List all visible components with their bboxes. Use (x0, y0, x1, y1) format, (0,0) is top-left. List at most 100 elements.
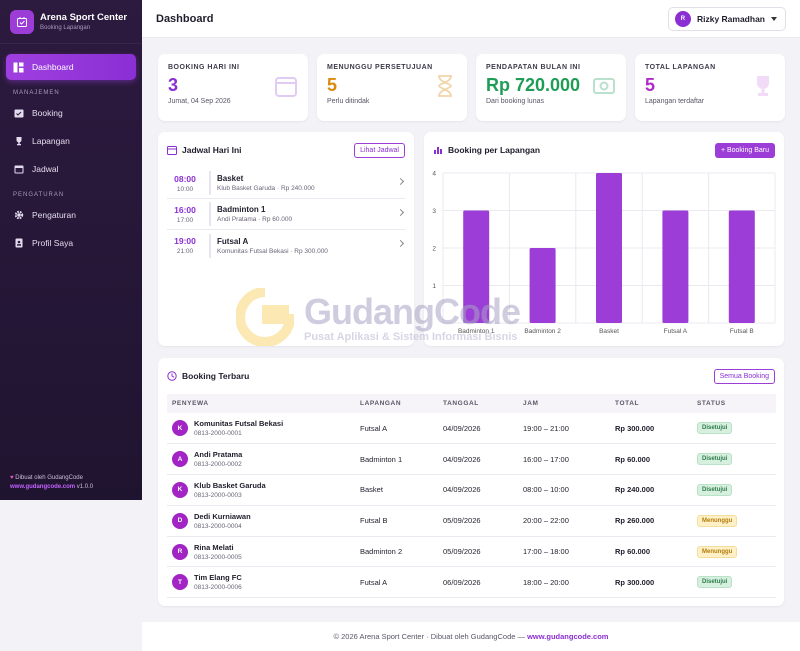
new-booking-button[interactable]: + Booking Baru (714, 142, 775, 158)
tenant: D Dedi Kurniawan 0813-2000-0004 (172, 512, 355, 530)
sidebar-item-profil[interactable]: Profil Saya (6, 230, 136, 256)
sidebar-item-lapangan[interactable]: Lapangan (6, 128, 136, 154)
col-header: JAM (518, 394, 610, 413)
bookings-table: PENYEWA LAPANGAN TANGGAL JAM TOTAL STATU… (167, 394, 776, 599)
tenant-cell: R Rina Melati 0813-2000-0005 (167, 536, 355, 568)
time-cell: 17:00 – 18:00 (518, 536, 610, 568)
schedule-end: 17:00 (176, 216, 194, 224)
tenant-phone: 0813-2000-0004 (194, 522, 242, 530)
table-row[interactable]: K Komunitas Futsal Bekasi 0813-2000-0001 Fu… (167, 413, 776, 445)
bar (596, 173, 622, 323)
schedule-item[interactable]: 16:00 17:00 Badminton 1 Andi Pratama · R… (167, 199, 405, 230)
schedule-start: 16:00 (174, 204, 196, 215)
tenant-phone: 0813-2000-0002 (194, 461, 242, 469)
user-menu-button[interactable]: R Rizky Ramadhan (667, 6, 786, 31)
schedule-name: Futsal A (217, 236, 249, 246)
sidebar-footer-link[interactable]: www.gudangcode.com (10, 484, 76, 490)
trophy-icon (757, 76, 769, 96)
status-badge: Menunggu (697, 514, 738, 527)
money-icon (593, 78, 615, 94)
bar-chart: 1 2 3 4 Badminton 1 Badminton 2 Basket Futsal A… (432, 171, 776, 335)
stat-label: BOOKING HARI INI (168, 64, 240, 71)
x-tick-label: Badminton 1 (458, 328, 495, 335)
status-badge: Disetujui (697, 422, 733, 435)
date-cell: 04/09/2026 (438, 443, 518, 476)
page-title: Dashboard (156, 12, 214, 25)
sidebar-item-pengaturan[interactable]: Pengaturan (6, 202, 136, 228)
date-cell: 04/09/2026 (438, 474, 518, 506)
y-tick-label: 2 (432, 246, 436, 253)
schedule-title: Jadwal Hari Ini (182, 145, 242, 155)
date-cell: 04/09/2026 (438, 413, 518, 445)
sidebar-item-label: Jadwal (32, 164, 59, 174)
calendar-icon (167, 145, 177, 155)
total-cell: Rp 240.000 (610, 474, 692, 506)
table-header-row: PENYEWA LAPANGAN TANGGAL JAM TOTAL STATU… (167, 394, 776, 413)
avatar: D (172, 512, 188, 529)
chevron-right-icon (396, 208, 405, 217)
schedule-card: Jadwal Hari Ini Lihat Jadwal 08:00 10:00… (158, 132, 414, 346)
table-row[interactable]: D Dedi Kurniawan 0813-2000-0004 Futsal B 05/… (167, 505, 776, 537)
table-row[interactable]: A Andi Pratama 0813-2000-0002 Badminton 1 04… (167, 443, 776, 476)
bar (463, 210, 490, 323)
status-cell: Menunggu (692, 505, 776, 537)
tenant-phone: 0813-2000-0003 (194, 491, 242, 499)
sidebar-item-label: Lapangan (32, 136, 70, 146)
sidebar-item-dashboard[interactable]: Dashboard (6, 54, 136, 80)
caret-down-icon (771, 16, 777, 21)
total-cell: Rp 300.000 (610, 566, 692, 599)
table-row[interactable]: K Klub Basket Garuda 0813-2000-0003 Basket 0… (167, 474, 776, 506)
divider (209, 171, 211, 195)
sidebar-item-booking[interactable]: Booking (6, 100, 136, 126)
heart-icon: ♥ (10, 475, 14, 481)
schedule-end: 21:00 (176, 248, 194, 255)
status-cell: Disetujui (692, 413, 776, 445)
avatar: A (172, 451, 188, 468)
gear-icon (13, 210, 24, 221)
view-schedule-button[interactable]: Lihat Jadwal (354, 142, 405, 158)
nav-section-settings: PENGATURAN (13, 192, 65, 198)
bar (529, 248, 556, 323)
schedule-info: Basket Klub Basket Garuda · Rp 240.000 (217, 174, 315, 192)
schedule-time: 08:00 10:00 (167, 174, 203, 193)
calendar-icon (275, 77, 297, 97)
tenant-cell: T Tim Elang FC 0813-2000-0006 (167, 566, 355, 599)
schedule-end: 10:00 (176, 185, 194, 193)
total-cell: Rp 60.000 (610, 443, 692, 476)
tenant: R Rina Melati 0813-2000-0005 (172, 543, 355, 561)
sidebar-item-jadwal[interactable]: Jadwal (6, 156, 136, 182)
total-cell: Rp 300.000 (610, 413, 692, 445)
y-tick-label: 3 (432, 208, 436, 215)
total-cell: Rp 60.000 (610, 536, 692, 568)
schedule-item[interactable]: 19:00 21:00 Futsal A Komunitas Futsal Be… (167, 230, 405, 261)
chart-title: Booking per Lapangan (448, 145, 541, 155)
avatar: K (172, 481, 188, 498)
schedule-header: Jadwal Hari Ini Lihat Jadwal (158, 132, 414, 168)
time-cell: 16:00 – 17:00 (518, 443, 610, 476)
brand[interactable]: Arena Sport Center Booking Lapangan (0, 0, 142, 44)
schedule-detail: Komunitas Futsal Bekasi · Rp 300.000 (217, 247, 328, 255)
status-badge: Disetujui (697, 576, 733, 589)
nav-section-manage: MANAJEMEN (13, 90, 60, 96)
footer-text: © 2026 Arena Sport Center · Dibuat oleh … (333, 632, 528, 641)
bar (662, 210, 689, 323)
tenant-name: Klub Basket Garuda (194, 480, 266, 490)
topbar: Dashboard R Rizky Ramadhan (142, 0, 800, 38)
all-bookings-button[interactable]: Semua Booking (713, 368, 775, 384)
stat-card-courts: TOTAL LAPANGAN 5 Lapangan terdaftar (635, 54, 785, 121)
x-tick-label: Basket (599, 328, 619, 335)
tenant-cell: K Komunitas Futsal Bekasi 0813-2000-0001 (167, 413, 355, 445)
tenant-name: Komunitas Futsal Bekasi (194, 419, 284, 429)
table-row[interactable]: R Rina Melati 0813-2000-0005 Badminton 2 05/… (167, 536, 776, 568)
status-badge: Disetujui (697, 483, 733, 496)
x-tick-label: Futsal A (664, 328, 688, 335)
footer-link[interactable]: www.gudangcode.com (527, 632, 609, 641)
trophy-icon (13, 136, 24, 147)
dashboard-icon (13, 62, 24, 73)
stat-card-revenue: PENDAPATAN BULAN INI Rp 720.000 Dari boo… (476, 54, 626, 121)
schedule-item[interactable]: 08:00 10:00 Basket Klub Basket Garuda · … (167, 168, 405, 199)
calendar-icon (13, 164, 24, 175)
sidebar-item-label: Dashboard (32, 62, 74, 72)
schedule-list: 08:00 10:00 Basket Klub Basket Garuda · … (158, 168, 414, 261)
table-row[interactable]: T Tim Elang FC 0813-2000-0006 Futsal A 06/09… (167, 566, 776, 599)
